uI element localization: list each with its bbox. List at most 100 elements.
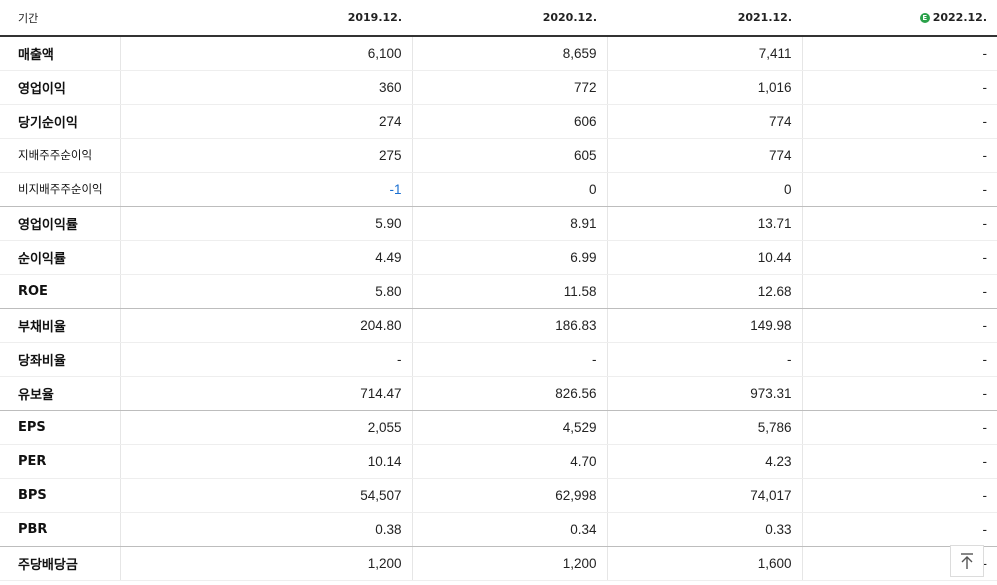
- table-cell: 1,200: [119, 546, 412, 581]
- table-cell: -: [801, 104, 997, 139]
- row-label: BPS: [0, 478, 120, 513]
- table-cell: -: [801, 444, 997, 479]
- row-label: 당기순이익: [0, 104, 120, 139]
- row-label: 유보율: [0, 376, 120, 411]
- row-label: 지배주주순이익: [0, 138, 120, 173]
- table-cell: 8.91: [411, 206, 607, 241]
- table-cell: 772: [411, 70, 607, 105]
- table-cell: 360: [119, 70, 412, 105]
- row-label: PER: [0, 444, 120, 479]
- table-cell: 0: [411, 172, 607, 207]
- row-label: 당좌비율: [0, 342, 120, 377]
- table-cell: 5.90: [119, 206, 412, 241]
- table-cell: 0.33: [606, 512, 802, 547]
- row-label: 비지배주주순이익: [0, 172, 120, 207]
- table-cell: 1,200: [411, 546, 607, 581]
- table-header-row: 기간 2019.12. 2020.12. 2021.12. E 2022.12.: [0, 0, 997, 37]
- table-cell: 74,017: [606, 478, 802, 513]
- table-cell: -1: [119, 172, 412, 207]
- year-header-estimate: E 2022.12.: [802, 0, 997, 37]
- table-cell: -: [606, 342, 802, 377]
- table-cell: 4.70: [411, 444, 607, 479]
- table-cell: 973.31: [606, 376, 802, 411]
- year-header: 2021.12.: [607, 0, 802, 37]
- row-label: EPS: [0, 410, 120, 445]
- estimate-icon: E: [919, 13, 930, 23]
- table-row: ROE 5.80 11.58 12.68-: [0, 274, 997, 309]
- table-cell: -: [801, 308, 997, 343]
- row-label: 영업이익: [0, 70, 120, 105]
- table-cell: 5,786: [606, 410, 802, 445]
- table-cell: 2,055: [119, 410, 412, 445]
- table-cell: -: [801, 138, 997, 173]
- table-row: 주당배당금 1,200 1,200 1,600-: [0, 546, 997, 581]
- table-cell: 11.58: [411, 274, 607, 309]
- row-label: 매출액: [0, 36, 120, 71]
- table-cell: -: [801, 512, 997, 547]
- table-cell: 4.23: [606, 444, 802, 479]
- row-label: ROE: [0, 274, 120, 309]
- table-row: 당기순이익 274 606 774-: [0, 104, 997, 139]
- table-cell: -: [801, 376, 997, 411]
- table-cell: 0.34: [411, 512, 607, 547]
- table-cell: -: [801, 240, 997, 275]
- table-cell: -: [801, 70, 997, 105]
- table-cell: 62,998: [411, 478, 607, 513]
- table-cell: 13.71: [606, 206, 802, 241]
- table-cell: 4.49: [119, 240, 412, 275]
- table-cell: 12.68: [606, 274, 802, 309]
- table-cell: 6.99: [411, 240, 607, 275]
- period-header: 기간: [0, 0, 120, 37]
- arrow-up-to-top-icon: [961, 553, 973, 569]
- table-cell: -: [801, 274, 997, 309]
- row-label: PBR: [0, 512, 120, 547]
- year-header: 2019.12.: [120, 0, 412, 37]
- table-cell: 606: [411, 104, 607, 139]
- table-cell: 0: [606, 172, 802, 207]
- table-cell: 4,529: [411, 410, 607, 445]
- table-cell: 275: [119, 138, 412, 173]
- row-label: 주당배당금: [0, 546, 120, 581]
- table-cell: 10.14: [119, 444, 412, 479]
- table-cell: 774: [606, 138, 802, 173]
- table-cell: 149.98: [606, 308, 802, 343]
- table-cell: -: [801, 36, 997, 71]
- row-label: 순이익률: [0, 240, 120, 275]
- table-cell: 714.47: [119, 376, 412, 411]
- year-header: 2020.12.: [412, 0, 607, 37]
- table-cell: -: [119, 342, 412, 377]
- table-row: 유보율 714.47 826.56 973.31-: [0, 376, 997, 411]
- scroll-to-top-button[interactable]: [950, 545, 984, 577]
- table-cell: 5.80: [119, 274, 412, 309]
- table-cell: 7,411: [606, 36, 802, 71]
- table-cell: 774: [606, 104, 802, 139]
- row-label: 영업이익률: [0, 206, 120, 241]
- table-cell: 186.83: [411, 308, 607, 343]
- table-cell: -: [411, 342, 607, 377]
- table-cell: 605: [411, 138, 607, 173]
- table-row: 순이익률 4.49 6.99 10.44-: [0, 240, 997, 275]
- table-cell: -: [801, 172, 997, 207]
- table-row: 매출액 6,100 8,659 7,411-: [0, 36, 997, 71]
- table-row: 영업이익률 5.90 8.91 13.71-: [0, 206, 997, 241]
- table-row: 영업이익 360 772 1,016-: [0, 70, 997, 105]
- year-header-label: 2022.12.: [932, 11, 987, 24]
- table-cell: -: [801, 410, 997, 445]
- table-cell: 204.80: [119, 308, 412, 343]
- table-row: PBR 0.38 0.34 0.33-: [0, 512, 997, 547]
- table-cell: 8,659: [411, 36, 607, 71]
- table-row: 비지배주주순이익 -1 0 0-: [0, 172, 997, 207]
- table-cell: 826.56: [411, 376, 607, 411]
- table-row: 당좌비율 - - - -: [0, 342, 997, 377]
- table-cell: 0.38: [119, 512, 412, 547]
- table-row: EPS 2,055 4,529 5,786-: [0, 410, 997, 445]
- table-row: 지배주주순이익 275 605 774-: [0, 138, 997, 173]
- table-cell: 1,016: [606, 70, 802, 105]
- table-cell: 10.44: [606, 240, 802, 275]
- row-label: 부채비율: [0, 308, 120, 343]
- table-cell: 1,600: [606, 546, 802, 581]
- table-row: 부채비율 204.80 186.83 149.98-: [0, 308, 997, 343]
- table-row: PER 10.14 4.70 4.23-: [0, 444, 997, 479]
- table-cell: -: [801, 342, 997, 377]
